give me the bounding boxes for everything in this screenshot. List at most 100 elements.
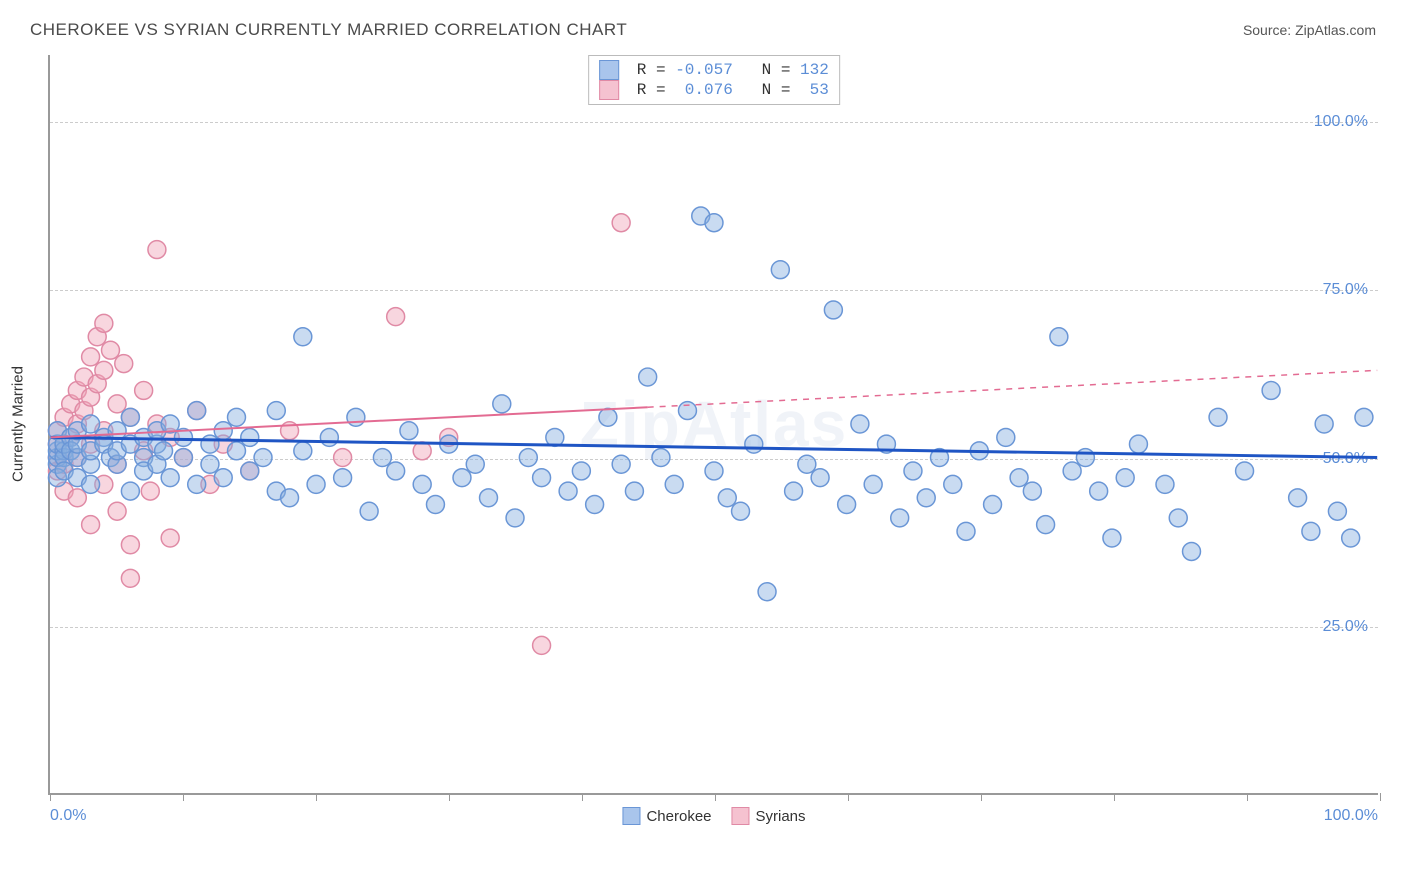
data-point [586,496,604,514]
data-point [732,502,750,520]
data-point [652,449,670,467]
data-point [1262,381,1280,399]
data-point [115,355,133,373]
data-point [612,455,630,473]
x-tick [582,793,583,801]
data-point [373,449,391,467]
data-point [771,261,789,279]
trend-line-cherokee [51,437,1377,457]
data-point [1129,435,1147,453]
x-tick [183,793,184,801]
data-point [121,482,139,500]
data-point [1183,542,1201,560]
data-point [320,428,338,446]
x-tick [981,793,982,801]
data-point [599,408,617,426]
data-point [214,422,232,440]
legend-row: R = -0.057 N = 132 [599,60,829,80]
data-point [705,214,723,232]
data-point [612,214,630,232]
data-point [281,489,299,507]
data-point [678,402,696,420]
data-point [705,462,723,480]
data-point [480,489,498,507]
legend-label: Cherokee [646,808,711,825]
data-point [533,636,551,654]
data-point [360,502,378,520]
data-point [108,502,126,520]
data-point [506,509,524,527]
data-point [294,442,312,460]
data-point [108,395,126,413]
data-point [1063,462,1081,480]
data-point [1209,408,1227,426]
x-tick [1114,793,1115,801]
data-point [1328,502,1346,520]
x-tick [848,793,849,801]
data-point [82,516,100,534]
data-point [307,475,325,493]
data-point [135,381,153,399]
data-point [519,449,537,467]
data-point [228,442,246,460]
source-attribution: Source: ZipAtlas.com [1243,22,1376,38]
data-point [161,469,179,487]
data-point [1302,522,1320,540]
data-point [121,569,139,587]
data-point [413,475,431,493]
data-point [148,241,166,259]
data-point [559,482,577,500]
data-point [493,395,511,413]
data-point [957,522,975,540]
data-point [944,475,962,493]
data-point [891,509,909,527]
data-point [864,475,882,493]
data-point [1103,529,1121,547]
data-point [102,341,120,359]
data-point [121,408,139,426]
data-point [758,583,776,601]
scatter-svg [50,55,1378,793]
chart-area: Currently Married 25.0%50.0%75.0%100.0% … [48,55,1378,795]
data-point [984,496,1002,514]
data-point [1315,415,1333,433]
data-point [95,314,113,332]
data-point [174,449,192,467]
data-point [718,489,736,507]
x-tick [1247,793,1248,801]
data-point [917,489,935,507]
correlation-legend: R = -0.057 N = 132 R = 0.076 N = 53 [588,55,840,105]
data-point [347,408,365,426]
data-point [785,482,803,500]
data-point [798,455,816,473]
data-point [1236,462,1254,480]
data-point [466,455,484,473]
data-point [838,496,856,514]
x-tick [316,793,317,801]
data-point [851,415,869,433]
legend-item: Cherokee [622,807,711,825]
data-point [572,462,590,480]
data-point [426,496,444,514]
y-axis-title: Currently Married [10,366,27,482]
data-point [121,536,139,554]
data-point [294,328,312,346]
data-point [241,428,259,446]
data-point [82,348,100,366]
data-point [161,529,179,547]
data-point [639,368,657,386]
data-point [400,422,418,440]
data-point [188,402,206,420]
data-point [1342,529,1360,547]
data-point [1355,408,1373,426]
data-point [1116,469,1134,487]
legend-swatch [732,807,750,825]
data-point [387,462,405,480]
data-point [68,489,86,507]
data-point [811,469,829,487]
data-point [1156,475,1174,493]
x-tick [1380,793,1381,801]
data-point [82,475,100,493]
data-point [1076,449,1094,467]
data-point [241,462,259,480]
